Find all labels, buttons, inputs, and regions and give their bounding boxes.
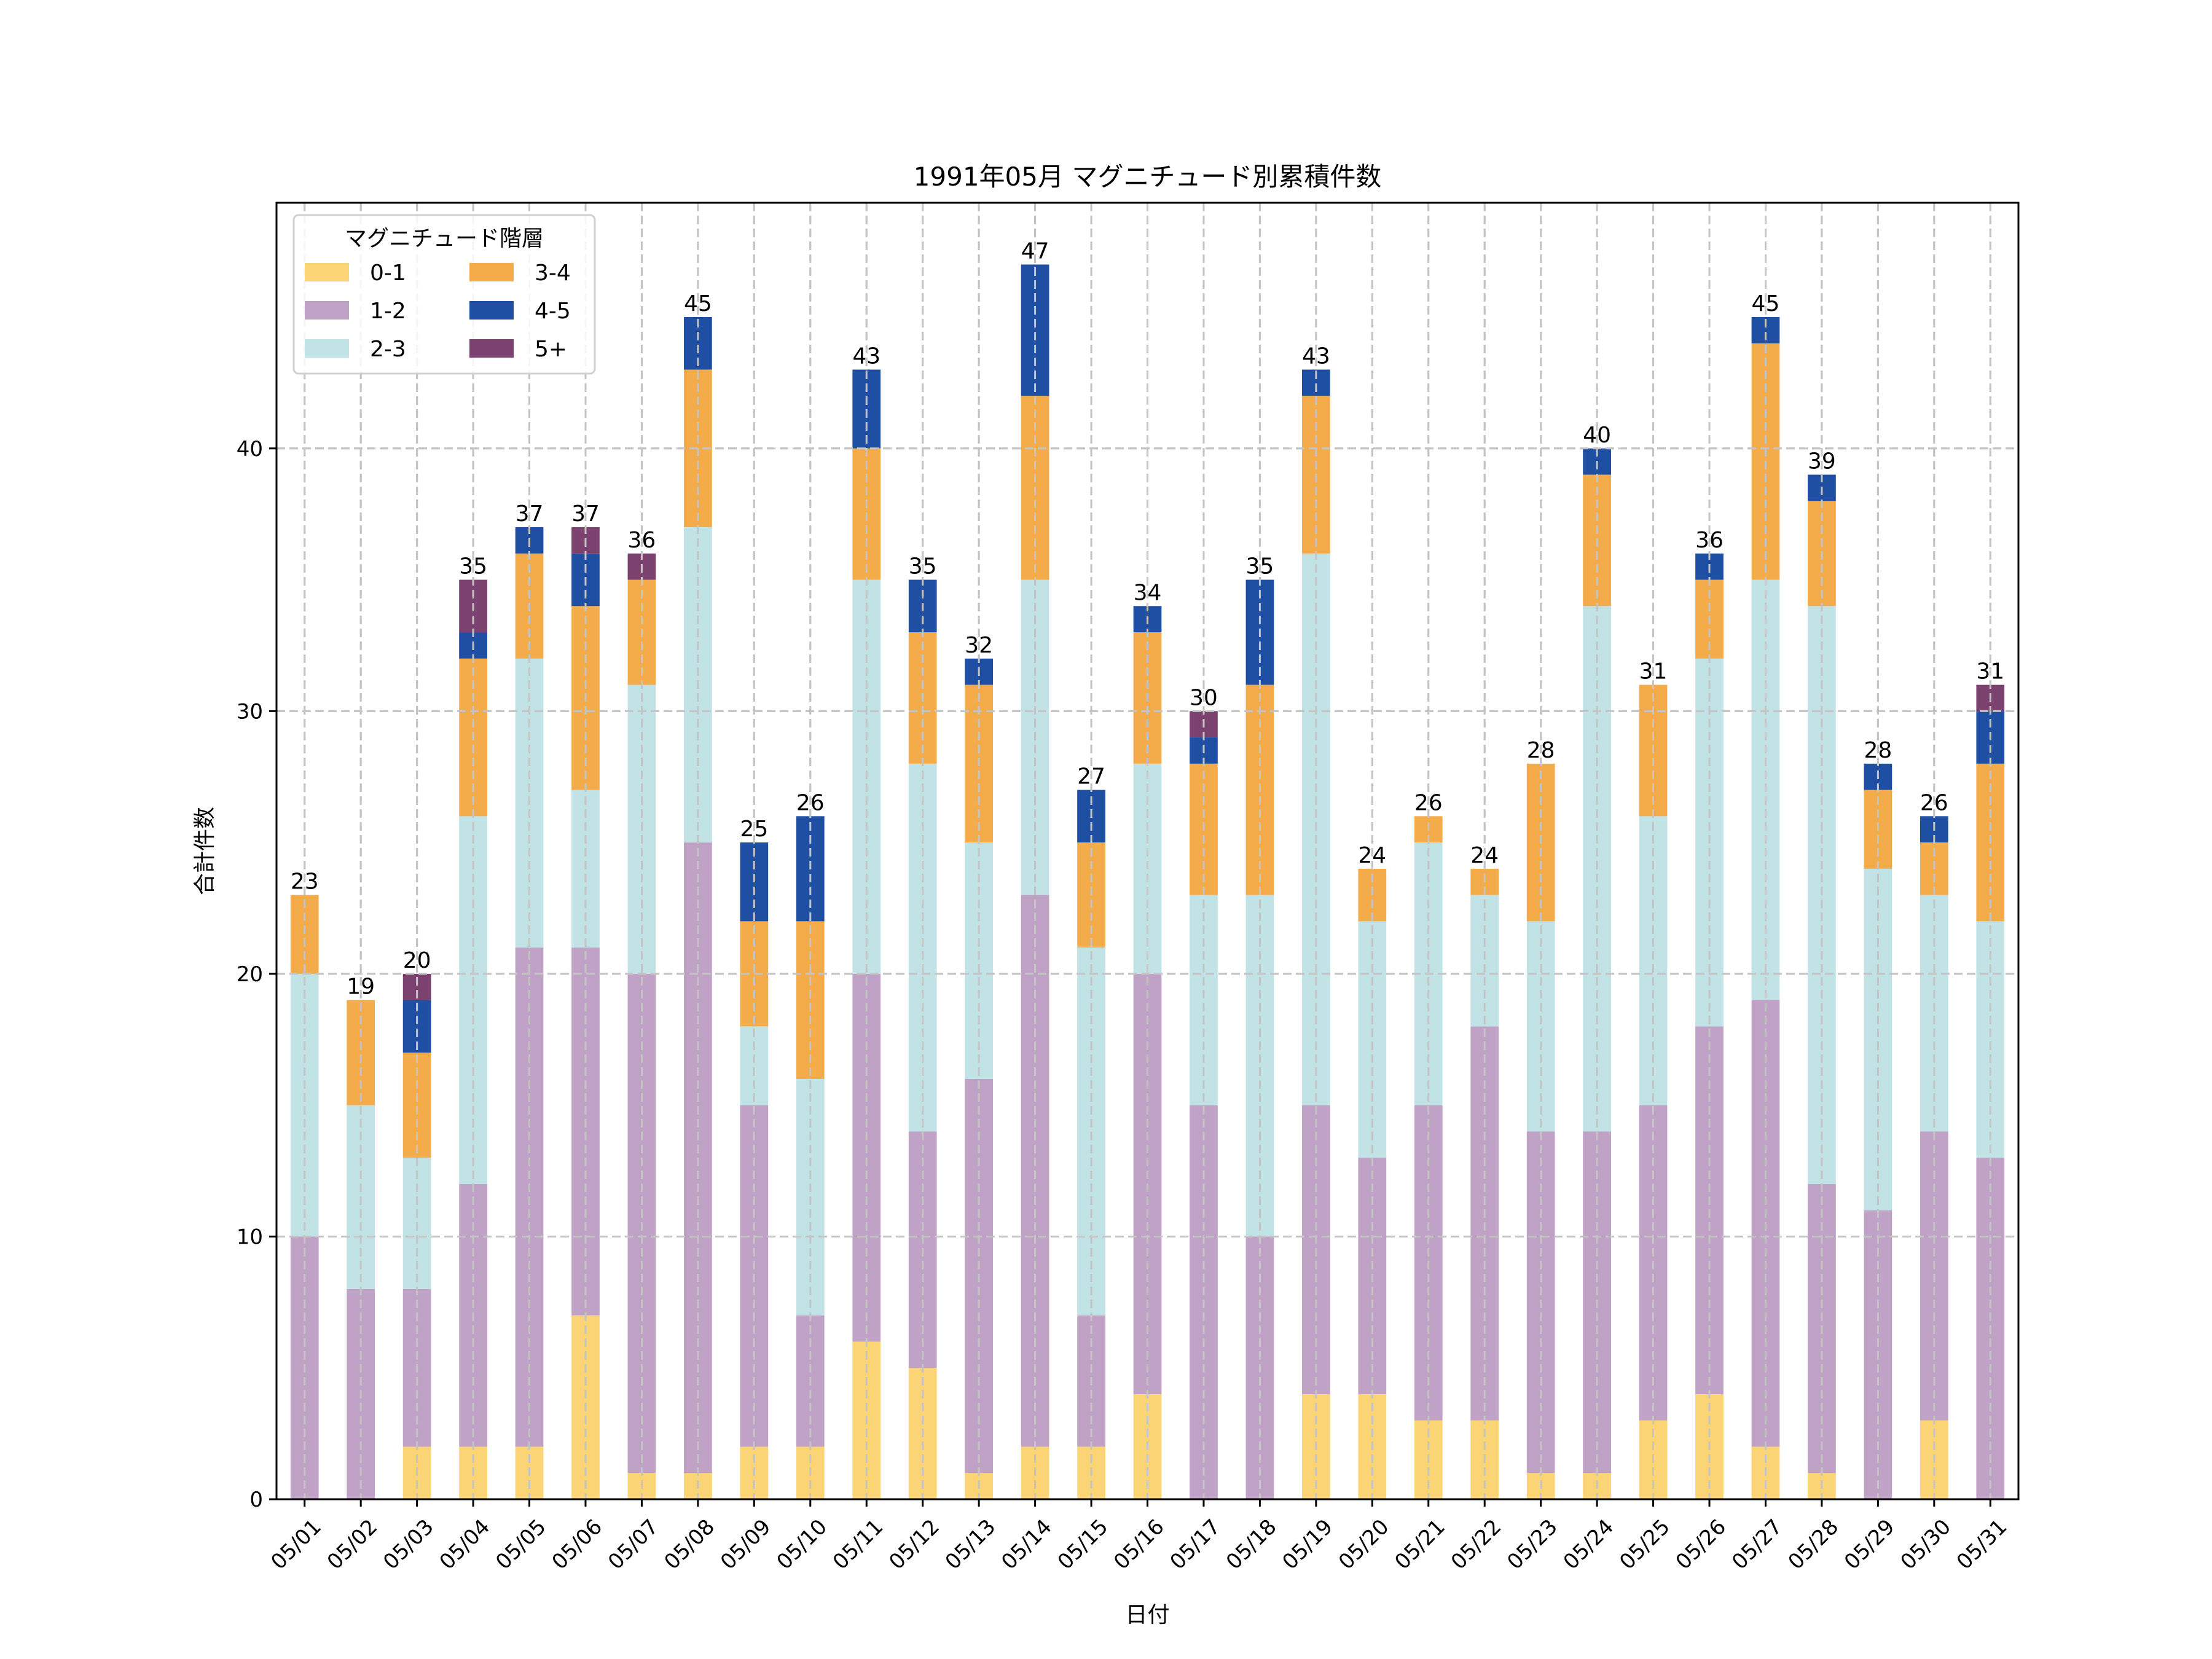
- bar-segment-2-3: [908, 763, 937, 1132]
- x-tick-label: 05/29: [1840, 1515, 1900, 1575]
- x-tick-label: 05/31: [1952, 1515, 2012, 1575]
- total-label: 23: [291, 869, 319, 895]
- total-label: 47: [1021, 238, 1049, 264]
- y-axis-ticks: 0 10 20 30 40: [237, 437, 276, 1512]
- bar-segment-3-4: [796, 921, 825, 1079]
- total-label: 45: [1752, 291, 1780, 316]
- total-label: 26: [1920, 790, 1948, 815]
- total-label: 43: [852, 343, 880, 369]
- total-label: 28: [1527, 738, 1555, 763]
- total-label: 36: [1695, 528, 1724, 553]
- y-tick-label: 10: [237, 1225, 263, 1249]
- x-tick-label: 05/22: [1446, 1515, 1507, 1575]
- x-tick-label: 05/24: [1559, 1515, 1619, 1575]
- x-tick-label: 05/25: [1615, 1515, 1675, 1575]
- total-label: 35: [909, 554, 937, 579]
- total-label: 32: [965, 633, 993, 658]
- x-tick-label: 05/26: [1671, 1515, 1732, 1575]
- y-tick-label: 0: [249, 1488, 263, 1512]
- x-tick-label: 05/02: [323, 1515, 383, 1575]
- x-axis-label: 日付: [1125, 1602, 1169, 1628]
- x-tick-label: 05/19: [1277, 1515, 1338, 1575]
- bar-segment-2-3: [1976, 921, 2005, 1158]
- x-tick-label: 05/28: [1784, 1515, 1844, 1575]
- x-tick-label: 05/23: [1502, 1515, 1563, 1575]
- bars: [276, 203, 2018, 1499]
- legend: マグニチュード階層 0-1 1-2 2-3 3-4 4-5 5+: [292, 214, 596, 375]
- total-label: 34: [1134, 580, 1162, 605]
- x-tick-label: 05/09: [716, 1515, 776, 1575]
- bar-segment-2-3: [459, 816, 487, 1184]
- x-tick-label: 05/27: [1727, 1515, 1787, 1575]
- legend-swatch-3-4: [469, 263, 514, 281]
- total-label: 24: [1358, 843, 1386, 868]
- x-axis-ticks: 05/0105/0205/0305/0405/0505/0605/0705/08…: [266, 1499, 2012, 1574]
- x-tick-label: 05/11: [828, 1515, 888, 1575]
- total-label: 37: [516, 501, 544, 527]
- total-label: 37: [571, 501, 600, 527]
- legend-label: 0-1: [370, 261, 406, 286]
- legend-swatch-4-5: [469, 301, 514, 320]
- bar-segment-2-3: [1358, 921, 1387, 1158]
- total-label: 20: [403, 948, 431, 973]
- x-tick-label: 05/05: [491, 1515, 551, 1575]
- x-tick-label: 05/01: [266, 1515, 326, 1575]
- total-label: 26: [796, 790, 825, 815]
- legend-swatch-1-2: [305, 301, 349, 320]
- legend-label: 3-4: [535, 261, 571, 286]
- y-tick-label: 40: [237, 437, 263, 461]
- x-tick-label: 05/10: [772, 1515, 832, 1575]
- chart-title: 1991年05月 マグニチュード別累積件数: [914, 162, 1382, 192]
- total-label: 31: [1639, 659, 1668, 684]
- x-tick-label: 05/17: [1166, 1515, 1226, 1575]
- legend-swatch-0-1: [305, 263, 349, 281]
- legend-swatch-2-3: [305, 339, 349, 358]
- y-axis-label: 合計件数: [192, 807, 218, 895]
- legend-box: [292, 214, 596, 375]
- legend-label: 5+: [535, 337, 567, 362]
- x-tick-label: 05/20: [1334, 1515, 1394, 1575]
- total-label: 39: [1808, 449, 1836, 474]
- legend-title: マグニチュード階層: [345, 226, 544, 251]
- x-tick-label: 05/14: [997, 1515, 1057, 1575]
- x-tick-label: 05/21: [1390, 1515, 1450, 1575]
- x-tick-label: 05/07: [603, 1515, 664, 1575]
- total-label: 30: [1190, 685, 1218, 710]
- x-tick-label: 05/18: [1222, 1515, 1282, 1575]
- total-label: 28: [1864, 738, 1892, 763]
- total-label: 31: [1976, 659, 2004, 684]
- total-label: 40: [1583, 423, 1611, 448]
- x-tick-label: 05/16: [1109, 1515, 1169, 1575]
- total-label: 26: [1414, 790, 1443, 815]
- bar-segment-2-3: [740, 1026, 769, 1105]
- x-tick-label: 05/03: [378, 1515, 439, 1575]
- legend-label: 2-3: [370, 337, 406, 362]
- total-label: 35: [459, 554, 487, 579]
- x-tick-label: 05/13: [941, 1515, 1001, 1575]
- legend-label: 4-5: [535, 299, 571, 324]
- legend-swatch-5+: [469, 339, 514, 358]
- bar-segment-2-3: [1077, 947, 1105, 1316]
- x-tick-label: 05/15: [1053, 1515, 1113, 1575]
- total-label: 25: [740, 817, 768, 842]
- total-label: 19: [347, 975, 375, 1000]
- x-tick-label: 05/12: [884, 1515, 944, 1575]
- total-label: 27: [1077, 764, 1105, 790]
- total-label: 36: [628, 528, 656, 553]
- bar-segment-1-2: [571, 947, 600, 1316]
- total-label: 24: [1470, 843, 1499, 868]
- total-label: 35: [1245, 554, 1274, 579]
- legend-label: 1-2: [370, 299, 406, 324]
- total-label: 45: [684, 291, 712, 316]
- x-tick-label: 05/08: [660, 1515, 720, 1575]
- total-label: 43: [1302, 343, 1330, 369]
- x-tick-label: 05/30: [1896, 1515, 1956, 1575]
- y-tick-label: 20: [237, 962, 263, 987]
- x-tick-label: 05/04: [435, 1515, 495, 1575]
- y-tick-label: 30: [237, 699, 263, 724]
- x-tick-label: 05/06: [547, 1515, 608, 1575]
- bar-segment-2-3: [1920, 895, 1948, 1132]
- total-labels: 23 19 20 35 37 37 36 45 25 26 43 35 32 47 27 34 30 35 43 24…: [291, 238, 2004, 999]
